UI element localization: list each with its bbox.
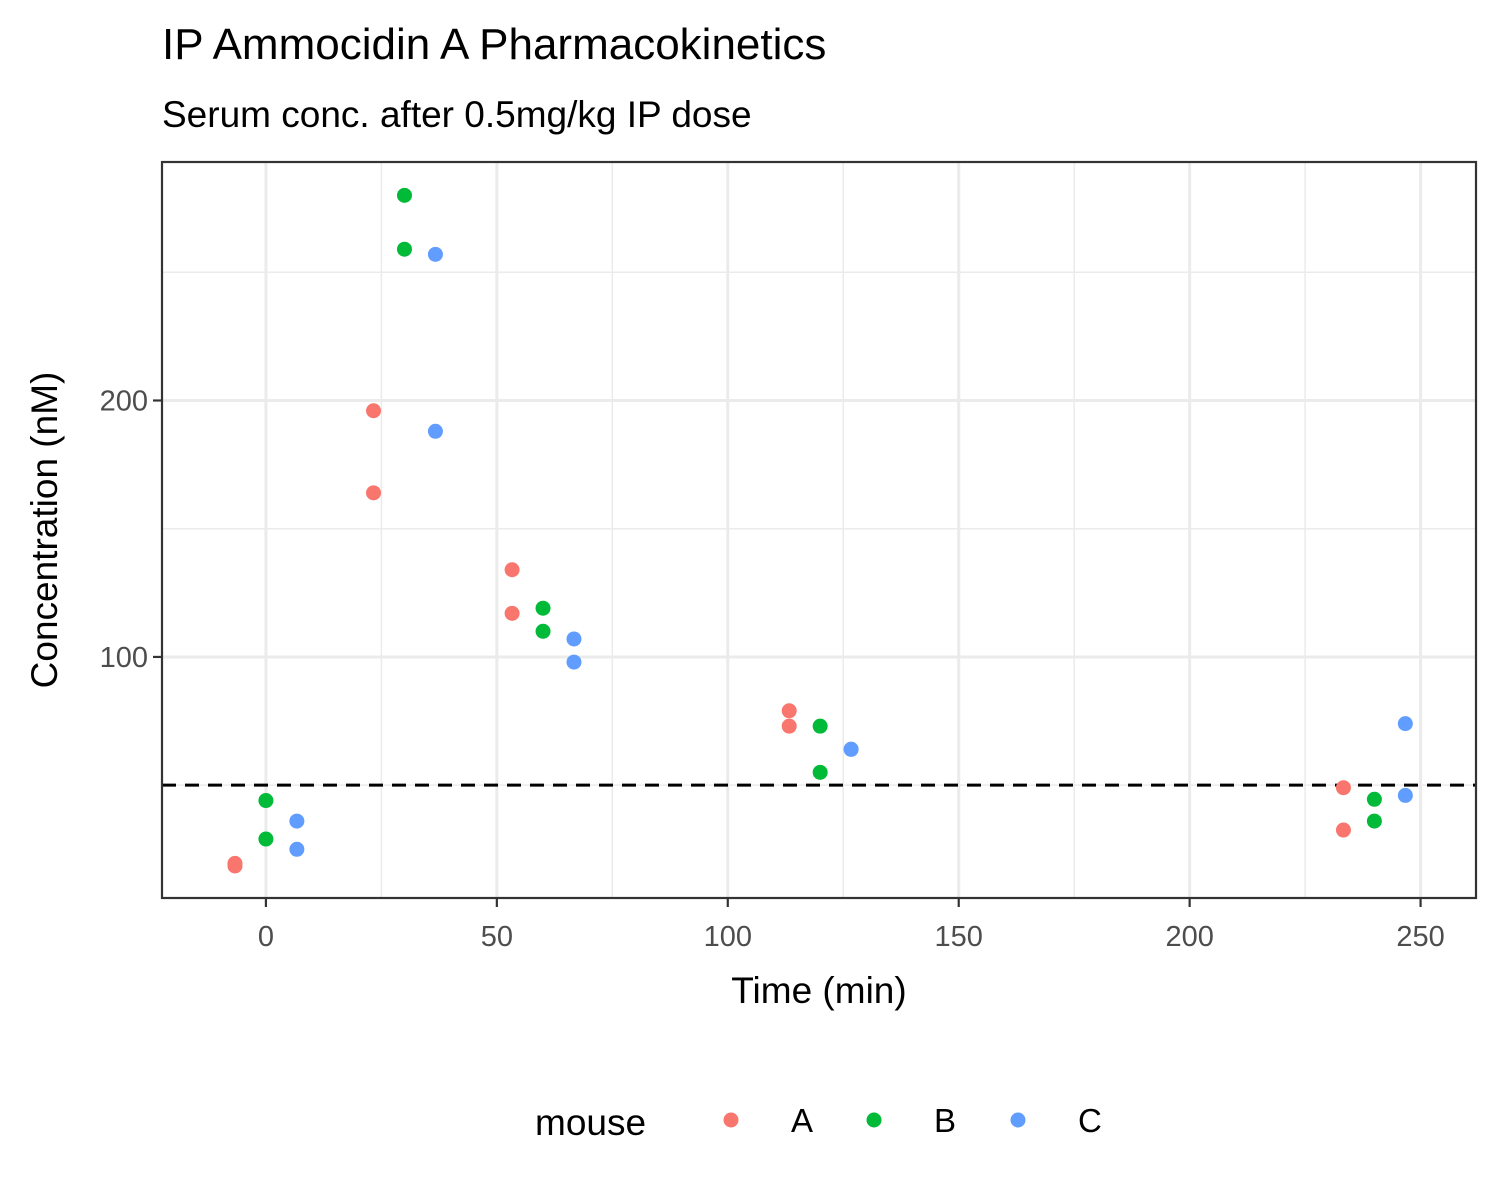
data-point-B: [1366, 791, 1382, 807]
data-point-A: [366, 403, 382, 419]
legend-key-A: [723, 1112, 739, 1128]
data-point-C: [427, 246, 443, 262]
data-point-A: [504, 605, 520, 621]
data-point-A: [781, 703, 797, 719]
x-axis-title: Time (min): [731, 970, 906, 1011]
data-point-C: [566, 654, 582, 670]
data-point-C: [566, 631, 582, 647]
data-point-C: [289, 841, 305, 857]
legend-label-A: A: [791, 1102, 813, 1139]
data-point-C: [289, 813, 305, 829]
data-point-B: [396, 241, 412, 257]
x-tick-label: 0: [258, 921, 274, 953]
legend-label-B: B: [934, 1102, 956, 1139]
data-point-B: [535, 623, 551, 639]
data-point-A: [227, 858, 243, 874]
data-point-B: [258, 793, 274, 809]
data-point-B: [258, 831, 274, 847]
data-point-A: [1335, 780, 1351, 796]
data-point-B: [396, 187, 412, 203]
y-tick-label: 200: [100, 385, 148, 417]
data-point-A: [1335, 822, 1351, 838]
x-tick-label: 250: [1396, 921, 1444, 953]
data-point-B: [812, 764, 828, 780]
x-tick-label: 50: [481, 921, 513, 953]
legend-label-C: C: [1078, 1102, 1102, 1139]
x-tick-label: 150: [935, 921, 983, 953]
legend-title: mouse: [535, 1102, 646, 1143]
legend-key-B: [866, 1112, 882, 1128]
data-point-A: [504, 562, 520, 578]
y-axis-title: Concentration (nM): [24, 372, 65, 689]
data-point-A: [366, 485, 382, 501]
data-point-C: [843, 741, 859, 757]
legend: mouse A B C: [535, 1102, 1102, 1143]
legend-key-C: [1010, 1112, 1026, 1128]
chart-subtitle: Serum conc. after 0.5mg/kg IP dose: [162, 94, 752, 135]
plot-border: [160, 160, 1478, 900]
chart-title: IP Ammocidin A Pharmacokinetics: [162, 20, 827, 69]
data-point-C: [1397, 716, 1413, 732]
data-point-B: [1366, 813, 1382, 829]
x-tick-label: 100: [704, 921, 752, 953]
data-point-C: [427, 423, 443, 439]
data-point-B: [535, 600, 551, 616]
data-point-C: [1397, 787, 1413, 803]
data-point-B: [812, 718, 828, 734]
data-point-A: [781, 718, 797, 734]
x-tick-label: 200: [1165, 921, 1213, 953]
y-tick-label: 100: [100, 642, 148, 674]
